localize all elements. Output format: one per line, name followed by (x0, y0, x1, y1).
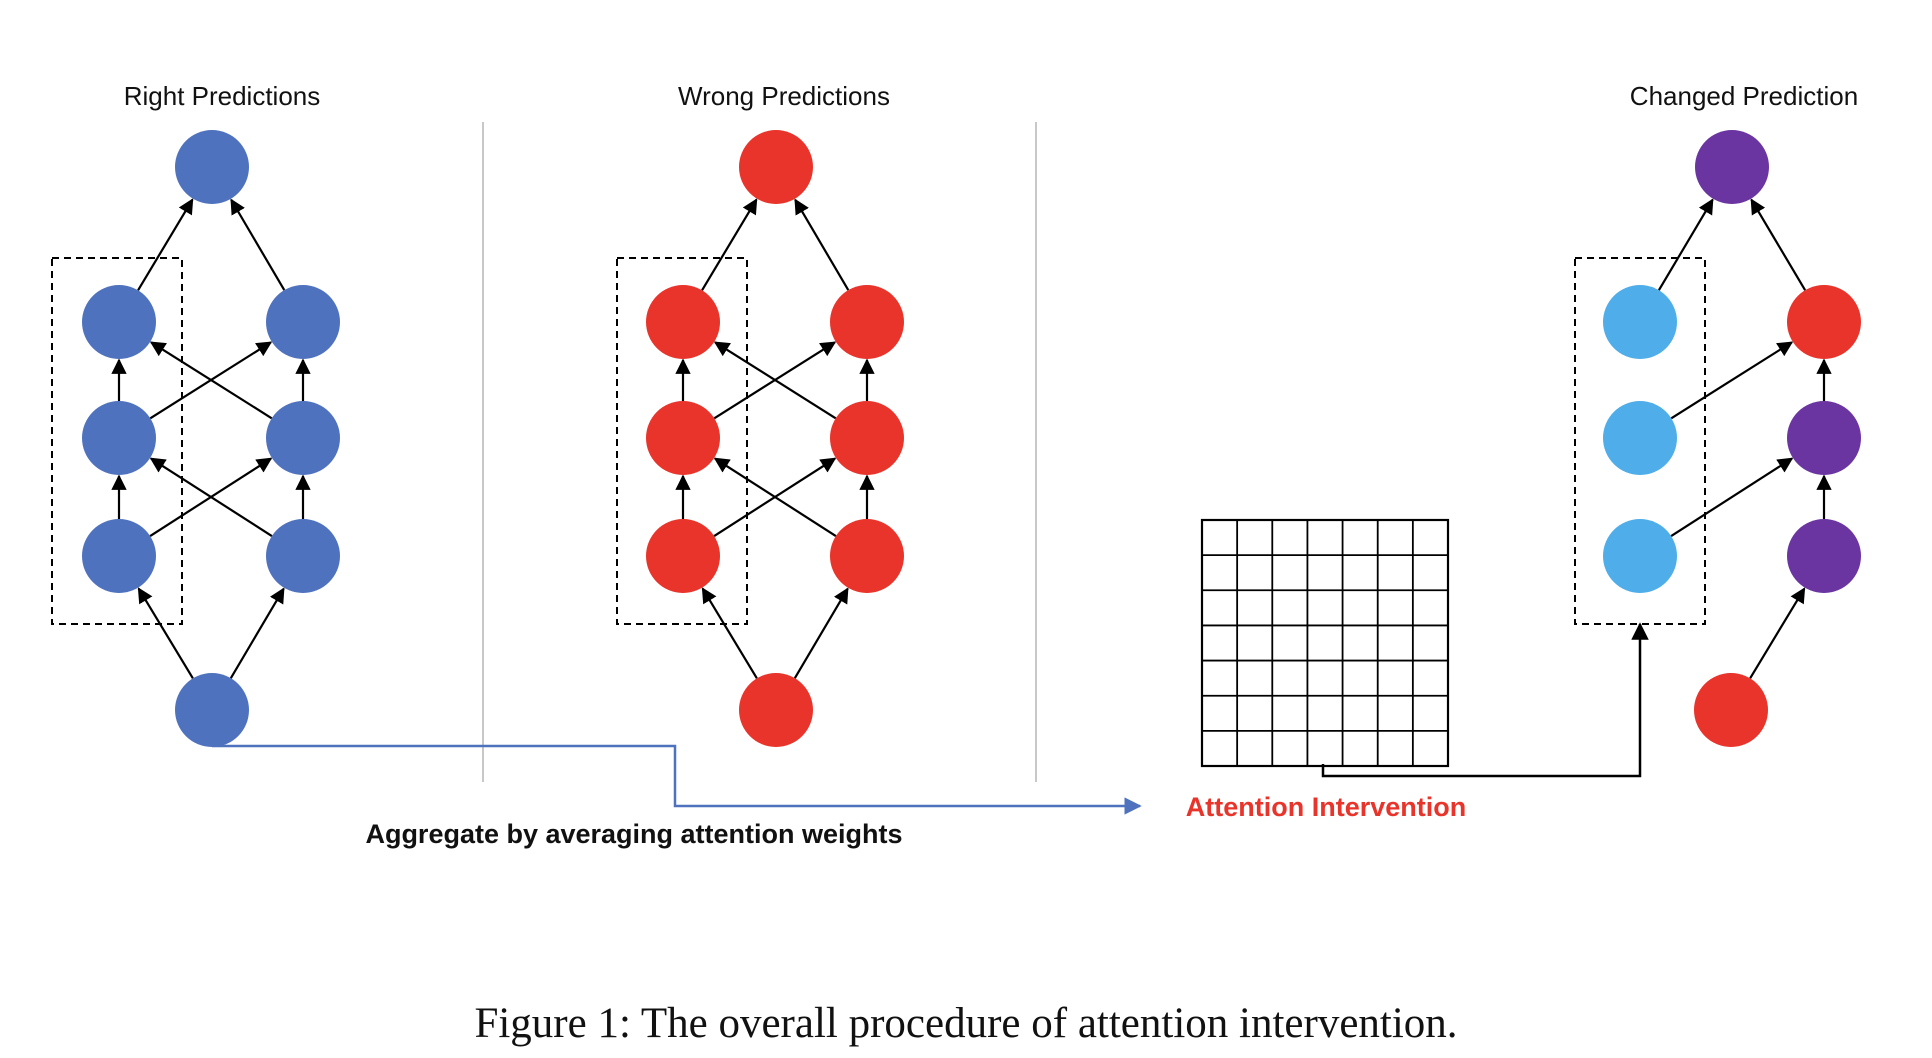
edge-cross-left-to-right (149, 457, 273, 537)
edge-cross-left-to-right (149, 341, 273, 420)
attention-intervention-label: Attention Intervention (1186, 792, 1466, 822)
aggregate-flow-arrow (212, 744, 1142, 815)
output-node (1695, 130, 1769, 204)
selected-heads-box (1574, 257, 1706, 625)
edge-right-output (1750, 198, 1807, 291)
right-hidden-node (830, 519, 904, 593)
left-hidden-node (1603, 519, 1677, 593)
left-hidden-node (1603, 285, 1677, 359)
right-hidden-node (266, 401, 340, 475)
edge-left-output (1657, 198, 1714, 291)
edge-right-output (230, 198, 286, 291)
right-hidden-node (1787, 285, 1861, 359)
changed-prediction-title: Changed Prediction (1630, 81, 1858, 111)
edge-cross-left-to-right (713, 457, 837, 537)
edge-left-output (701, 198, 758, 291)
changed-prediction-network (1574, 130, 1861, 747)
edge-input-left (701, 587, 758, 679)
input-node (739, 673, 813, 747)
wrong-predictions-network (616, 130, 904, 747)
aggregate-label: Aggregate by averaging attention weights (365, 819, 902, 849)
right-hidden-node (830, 285, 904, 359)
figure-caption: Figure 1: The overall procedure of atten… (474, 1000, 1457, 1047)
output-node (175, 130, 249, 204)
right-hidden-node (1787, 401, 1861, 475)
right-hidden-node (1787, 519, 1861, 593)
left-hidden-node (646, 519, 720, 593)
input-node (1694, 673, 1768, 747)
left-hidden-node (646, 285, 720, 359)
selected-heads-box (51, 257, 183, 625)
edge-input-right (229, 587, 285, 679)
intervention-arrow (1321, 622, 1649, 778)
left-hidden-node (646, 401, 720, 475)
right-hidden-node (266, 285, 340, 359)
right-hidden-node (830, 401, 904, 475)
edge-input-right (1749, 587, 1806, 679)
edge-cross-left-to-right (713, 341, 837, 420)
input-node (175, 673, 249, 747)
right-predictions-title: Right Predictions (124, 81, 321, 111)
edge-cross-left-to-right (1670, 341, 1794, 420)
edge-input-left (137, 587, 194, 679)
attention-matrix-grid (1200, 518, 1450, 768)
matrix-border (1200, 518, 1450, 768)
wrong-predictions-title: Wrong Predictions (678, 81, 890, 111)
edge-cross-left-to-right (1670, 457, 1794, 537)
left-hidden-node (82, 285, 156, 359)
edge-right-output (794, 198, 850, 291)
left-hidden-node (82, 519, 156, 593)
right-predictions-network (51, 130, 340, 747)
output-node (739, 130, 813, 204)
edge-input-right (793, 587, 849, 679)
left-hidden-node (82, 401, 156, 475)
edge-left-output (137, 198, 194, 291)
right-hidden-node (266, 519, 340, 593)
selected-heads-box (616, 257, 748, 625)
left-hidden-node (1603, 401, 1677, 475)
